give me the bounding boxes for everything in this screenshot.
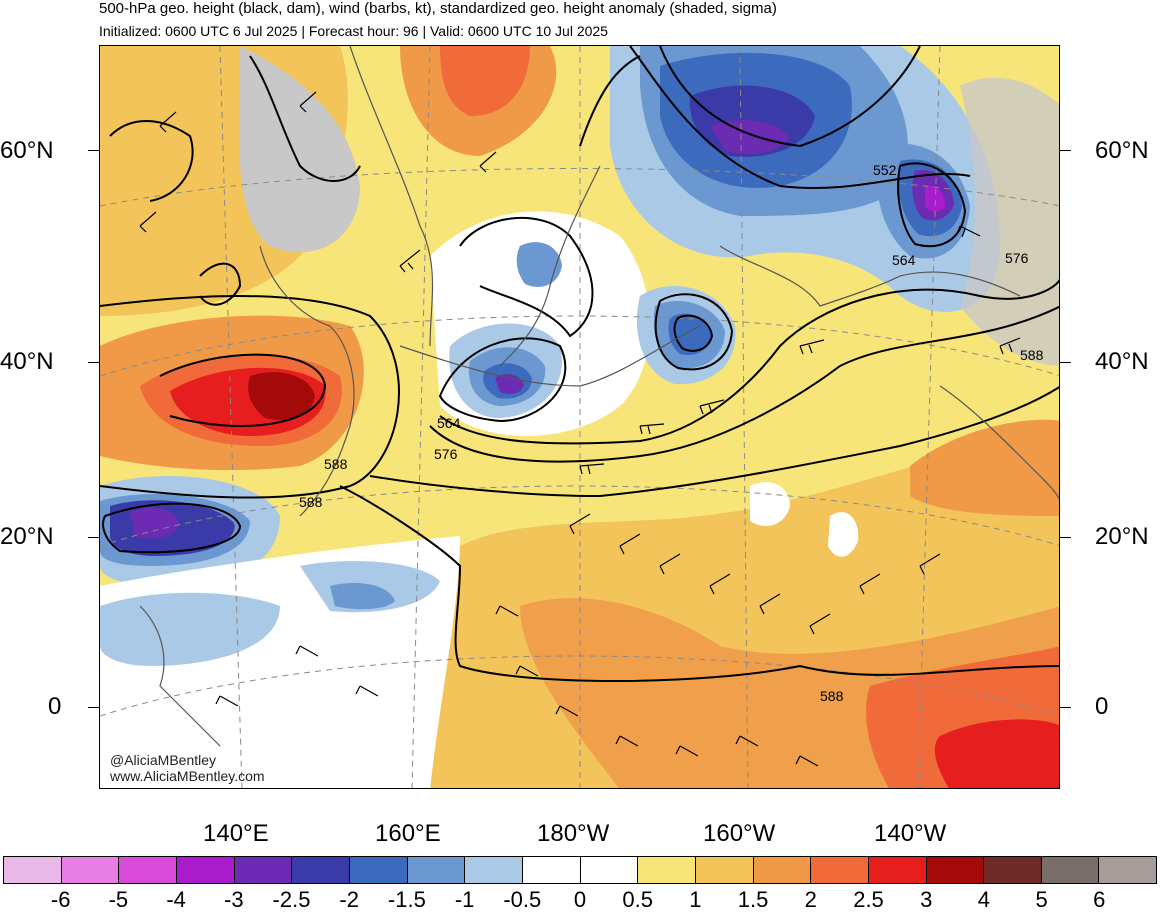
lat-label-right: 0 — [1095, 693, 1109, 720]
contour-label: 576 — [434, 446, 458, 462]
watermark-handle: @AliciaMBentley — [110, 752, 217, 768]
contour-label: 576 — [1005, 250, 1029, 266]
chart-subtitle: Initialized: 0600 UTC 6 Jul 2025 | Forec… — [99, 23, 608, 39]
colorbar-label: -2.5 — [272, 887, 311, 912]
lat-tick — [1060, 707, 1071, 708]
lat-label-left: 40°N — [0, 348, 54, 375]
colorbar-label: -3 — [224, 887, 244, 912]
colorbar-label: 0.5 — [622, 887, 653, 912]
colorbar-label: -0.5 — [503, 887, 542, 912]
colorbar-label: -6 — [50, 887, 71, 912]
contour-label: 588 — [820, 688, 844, 704]
forecast-map — [99, 45, 1060, 789]
colorbar-swatch — [1041, 857, 1100, 883]
colorbar-swatch — [753, 857, 812, 883]
lat-tick — [88, 150, 99, 151]
colorbar-swatch — [926, 857, 985, 883]
lat-tick — [88, 707, 99, 708]
colorbar-swatch — [580, 857, 639, 883]
colorbar-swatch — [119, 857, 177, 883]
colorbar-label: 4 — [977, 887, 991, 912]
colorbar-swatch — [61, 857, 120, 883]
lon-label: 140°E — [203, 820, 269, 847]
lon-label: 160°E — [375, 820, 441, 847]
colorbar-label: 2 — [804, 887, 817, 912]
colorbar-label: 2.5 — [853, 887, 884, 912]
colorbar-swatch — [176, 857, 235, 883]
contour-label: 552 — [873, 162, 897, 178]
lon-label: 140°W — [874, 820, 947, 847]
lat-tick — [88, 537, 99, 538]
colorbar-label: -2 — [339, 887, 359, 912]
colorbar-label: 1.5 — [737, 887, 769, 912]
lon-label: 160°W — [703, 820, 776, 847]
contour-label: 564 — [892, 252, 916, 268]
colorbar-swatch — [349, 857, 408, 883]
contour-label: 588 — [299, 494, 323, 510]
colorbar-swatch — [868, 857, 927, 883]
lat-label-left: 0 — [48, 693, 62, 720]
lat-label-right: 60°N — [1095, 137, 1149, 164]
contour-label: 588 — [1020, 347, 1044, 363]
lat-tick — [1060, 537, 1071, 538]
colorbar-swatch — [638, 857, 696, 883]
lon-label: 180°W — [537, 820, 610, 847]
lat-tick — [1060, 362, 1071, 363]
colorbar-label: -1.5 — [387, 887, 426, 912]
colorbar-label: 3 — [920, 887, 933, 912]
colorbar-swatch — [1099, 857, 1157, 883]
colorbar-swatch — [234, 857, 293, 883]
lat-label-right: 20°N — [1095, 523, 1149, 550]
anomaly-colorbar — [3, 856, 1157, 884]
colorbar-swatch — [4, 857, 62, 883]
colorbar-swatch — [292, 857, 350, 883]
colorbar-label: -1 — [454, 887, 475, 912]
watermark-url: www.AliciaMBentley.com — [110, 768, 265, 784]
colorbar-swatch — [695, 857, 754, 883]
colorbar-label: 6 — [1093, 887, 1106, 912]
colorbar-swatch — [984, 857, 1042, 883]
colorbar-label: -4 — [166, 887, 186, 912]
chart-title: 500-hPa geo. height (black, dam), wind (… — [99, 0, 777, 17]
colorbar-swatch — [522, 857, 581, 883]
colorbar-swatch — [407, 857, 466, 883]
colorbar-label: -5 — [108, 887, 129, 912]
lat-label-right: 40°N — [1095, 348, 1149, 375]
colorbar-label: 1 — [689, 887, 702, 912]
colorbar-label: 5 — [1035, 887, 1048, 912]
colorbar-swatch — [811, 857, 869, 883]
contour-label: 588 — [324, 456, 348, 472]
contour-label: 564 — [437, 415, 461, 431]
colorbar-swatch — [465, 857, 523, 883]
colorbar-label: 0 — [573, 887, 587, 912]
lat-label-left: 20°N — [0, 523, 54, 550]
lat-tick — [1060, 150, 1071, 151]
lat-label-left: 60°N — [0, 137, 54, 164]
map-graphic — [100, 46, 1059, 788]
lat-tick — [88, 362, 99, 363]
